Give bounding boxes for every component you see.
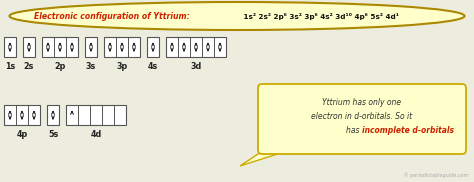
- Text: 3s: 3s: [86, 62, 96, 71]
- FancyBboxPatch shape: [147, 37, 159, 57]
- FancyBboxPatch shape: [85, 37, 97, 57]
- FancyBboxPatch shape: [258, 84, 466, 154]
- Text: 4d: 4d: [91, 130, 101, 139]
- FancyBboxPatch shape: [104, 37, 140, 57]
- FancyBboxPatch shape: [166, 37, 226, 57]
- FancyBboxPatch shape: [4, 37, 16, 57]
- FancyBboxPatch shape: [66, 105, 126, 125]
- Text: 4s: 4s: [148, 62, 158, 71]
- FancyBboxPatch shape: [42, 37, 78, 57]
- FancyBboxPatch shape: [23, 37, 35, 57]
- Text: has: has: [346, 126, 362, 135]
- Text: 2p: 2p: [55, 62, 66, 71]
- Text: Electronic configuration of Yttrium:: Electronic configuration of Yttrium:: [34, 12, 190, 21]
- Polygon shape: [268, 144, 291, 151]
- Text: 5s: 5s: [48, 130, 58, 139]
- Text: electron in d-orbitals. So it: electron in d-orbitals. So it: [311, 112, 412, 121]
- Text: incomplete d-orbitals: incomplete d-orbitals: [362, 126, 454, 135]
- Ellipse shape: [9, 2, 465, 30]
- Text: Yttrium has only one: Yttrium has only one: [322, 98, 401, 107]
- Text: 3p: 3p: [117, 62, 128, 71]
- Text: © periodictableguide.com: © periodictableguide.com: [404, 172, 468, 178]
- Text: 1s² 2s² 2p⁶ 3s² 3p⁶ 4s² 3d¹⁰ 4p⁶ 5s² 4d¹: 1s² 2s² 2p⁶ 3s² 3p⁶ 4s² 3d¹⁰ 4p⁶ 5s² 4d¹: [241, 13, 399, 20]
- Text: 4p: 4p: [17, 130, 27, 139]
- Text: 3d: 3d: [191, 62, 201, 71]
- Text: 2s: 2s: [24, 62, 34, 71]
- Text: 1s: 1s: [5, 62, 15, 71]
- Polygon shape: [240, 146, 290, 166]
- FancyBboxPatch shape: [47, 105, 59, 125]
- FancyBboxPatch shape: [4, 105, 40, 125]
